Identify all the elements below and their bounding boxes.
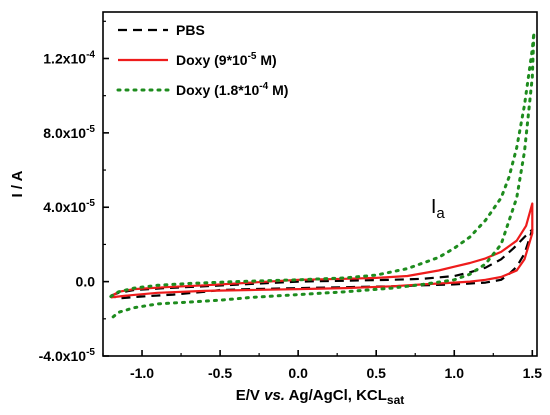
y-tick-label-4: 1.2x10-4	[43, 49, 95, 66]
x-tick-label-1: -0.5	[208, 365, 232, 381]
x-axis-ticks: -1.0 -0.5 0.0 0.5 1.0 1.5	[102, 350, 543, 381]
y-tick-label-1: 0.0	[76, 274, 96, 290]
x-tick-label-0: -1.0	[130, 365, 154, 381]
peak-annotation-main: I	[431, 196, 437, 218]
legend-label-doxy-low-pre: Doxy (9*10	[176, 52, 248, 68]
x-axis-title-post: Ag/AgCl, KCL	[285, 387, 387, 404]
x-axis-title: E/V vs. Ag/AgCl, KCLsat	[236, 387, 405, 407]
legend-label-pbs: PBS	[176, 22, 205, 38]
y-tick-label-3: 8.0x10-5	[43, 124, 95, 141]
legend-label-doxy-low-sup: -5	[248, 51, 257, 62]
y-tick-label-base: 1.2x10	[43, 50, 86, 66]
legend-label-doxy-high-pre: Doxy (1.8*10	[176, 82, 259, 98]
series-line-2	[109, 31, 536, 321]
x-tick-label-2: 0.0	[288, 365, 308, 381]
plot-lines	[109, 31, 536, 321]
y-tick-label-exp: -5	[86, 124, 95, 135]
y-tick-label-base: 0.0	[76, 274, 96, 290]
y-tick-label-0: -4.0x10-5	[39, 347, 96, 364]
y-tick-label-base: 4.0x10	[43, 199, 86, 215]
x-axis-title-pre: E/V	[236, 387, 264, 404]
legend: PBS Doxy (9*10-5 M) Doxy (1.8*10-4 M)	[116, 22, 288, 98]
y-tick-label-exp: -5	[86, 198, 95, 209]
legend-label-doxy-high-post: M)	[268, 82, 288, 98]
x-tick-label-3: 0.5	[366, 365, 386, 381]
y-tick-label-base: -4.0x10	[39, 348, 87, 364]
x-axis-title-sub: sat	[387, 393, 404, 407]
y-tick-label-exp: -4	[86, 49, 95, 60]
y-axis-title: I / A	[9, 170, 26, 197]
peak-annotation-ia: Ia	[431, 196, 446, 222]
legend-label-doxy-high-sup: -4	[259, 81, 268, 92]
y-axis-ticks: -4.0x10-50.04.0x10-58.0x10-51.2x10-4	[39, 20, 109, 364]
x-tick-label-4: 1.0	[445, 365, 465, 381]
plot-frame	[102, 11, 538, 357]
x-axis-title-italic: vs.	[264, 387, 285, 404]
series-line-0	[110, 228, 534, 300]
y-tick-label-2: 4.0x10-5	[43, 198, 95, 215]
legend-label-doxy-low: Doxy (9*10-5 M)	[176, 51, 277, 68]
legend-label-doxy-low-post: M)	[257, 52, 277, 68]
legend-label-doxy-high: Doxy (1.8*10-4 M)	[176, 81, 288, 98]
series-line-1	[110, 202, 534, 299]
peak-annotation-sub: a	[436, 205, 445, 222]
x-tick-label-5: 1.5	[523, 365, 543, 381]
y-tick-label-base: 8.0x10	[43, 125, 86, 141]
y-tick-label-exp: -5	[86, 347, 95, 358]
